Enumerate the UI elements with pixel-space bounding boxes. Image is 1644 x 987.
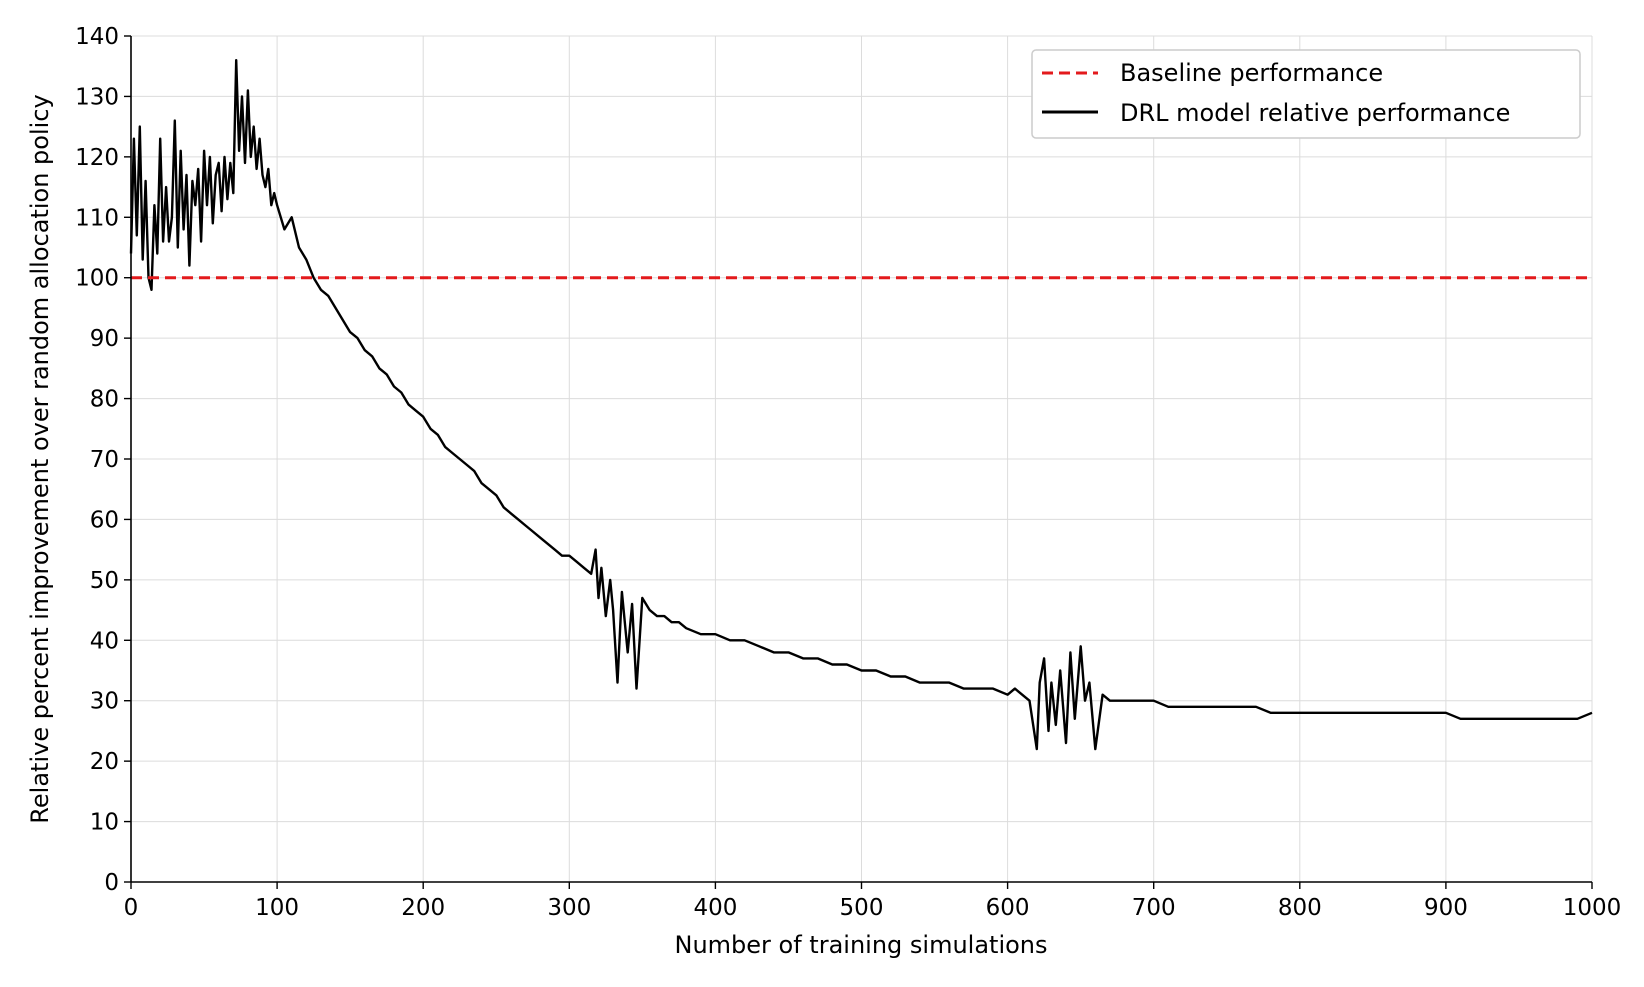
y-tick-label: 80 (90, 387, 119, 413)
y-tick-label: 50 (90, 568, 119, 594)
x-tick-label: 200 (401, 895, 445, 921)
legend: Baseline performance DRL model relative … (1031, 49, 1581, 139)
y-tick-label: 20 (90, 749, 119, 775)
x-tick-label: 300 (547, 895, 591, 921)
grid (130, 35, 1593, 883)
x-tick-label: 800 (1278, 895, 1322, 921)
legend-frame (1031, 49, 1581, 139)
y-tick-label: 140 (75, 24, 119, 50)
legend-label-baseline: Baseline performance (1120, 59, 1383, 87)
series-line-drl (129, 59, 1593, 751)
y-tick-label: 70 (90, 447, 119, 473)
y-tick-label: 130 (75, 84, 119, 110)
y-tick-label: 40 (90, 628, 119, 654)
x-tick-label: 500 (840, 895, 884, 921)
y-tick-label: 90 (90, 326, 119, 352)
y-tick-label: 0 (104, 870, 119, 896)
legend-label-drl: DRL model relative performance (1120, 99, 1510, 127)
x-tick-label: 900 (1424, 895, 1468, 921)
x-tick-label: 600 (986, 895, 1030, 921)
x-tick-label: 1000 (1563, 895, 1622, 921)
x-tick-label: 0 (124, 895, 139, 921)
y-tick-label: 60 (90, 507, 119, 533)
y-tick-label: 30 (90, 689, 119, 715)
y-tick-label: 100 (75, 266, 119, 292)
y-axis-title: Relative percent improvement over random… (26, 94, 54, 823)
x-tick-label: 400 (693, 895, 737, 921)
x-tick-label: 100 (255, 895, 299, 921)
ticks: 0 100 200 300 400 500 600 700 800 900 1000 0 10 20 30 4… (75, 24, 1621, 921)
x-tick-label: 700 (1132, 895, 1176, 921)
y-tick-label: 110 (75, 205, 119, 231)
x-axis-title: Number of training simulations (674, 931, 1047, 959)
y-tick-label: 120 (75, 145, 119, 171)
series-layer (129, 59, 1593, 751)
y-tick-label: 10 (90, 810, 119, 836)
